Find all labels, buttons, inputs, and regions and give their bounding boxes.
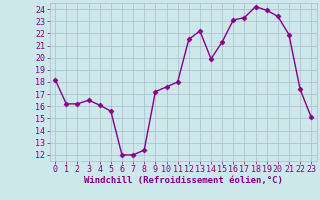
X-axis label: Windchill (Refroidissement éolien,°C): Windchill (Refroidissement éolien,°C) <box>84 176 283 185</box>
